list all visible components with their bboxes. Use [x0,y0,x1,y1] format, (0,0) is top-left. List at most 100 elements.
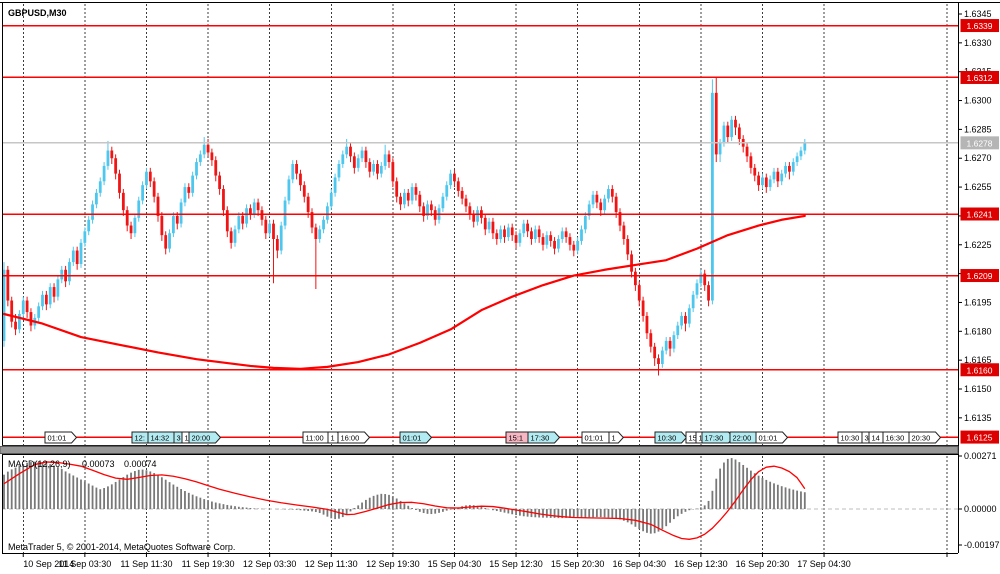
candle-body [399,196,402,205]
event-tag[interactable] [755,431,789,444]
price-tick-label: 1.6150 [964,384,992,394]
event-tag[interactable] [654,431,688,444]
candle-body [364,150,368,163]
candle-body [299,173,302,186]
event-tag[interactable] [337,431,371,444]
time-axis-label: 12 Sep 19:30 [366,559,420,569]
candle-body [310,212,314,228]
candle-body [618,212,622,226]
price-axis[interactable]: 1.63451.63301.63151.63001.62851.62701.62… [958,9,1000,550]
candle-body [587,204,591,216]
event-tag[interactable] [908,431,942,444]
candle-body [645,315,649,334]
ma-line [2,214,806,370]
event-tag-label: 1 [612,434,616,443]
candle-body [537,229,541,238]
time-axis-label: 12 Sep 11:30 [305,559,358,569]
event-tag-label: 11:00 [306,434,324,443]
candle-body [583,215,587,230]
event-tag[interactable] [44,431,78,444]
event-tag-label: 1 [185,434,189,443]
candle-body [341,154,345,164]
event-tag[interactable] [527,431,561,444]
candle-body [98,181,102,193]
candle-body [533,229,537,239]
price-level-badge [960,70,999,84]
candle-body [41,294,44,307]
candle-body [306,196,310,213]
time-axis-label: 16 Sep 04:30 [612,559,666,569]
candle-body [368,162,372,172]
candle-body [680,315,683,326]
candle-body [349,146,352,157]
candle-body [795,156,799,163]
candlestick-series [2,77,807,376]
candle-body [491,221,495,234]
candle-body [637,285,641,301]
event-tag-label: 01:01 [759,434,778,443]
event-tag-label: 12: [135,434,145,443]
price-tick-label: 1.6195 [964,297,992,307]
candle-body [634,271,637,286]
candle-body [372,164,375,172]
event-tag-label: 20:00 [192,434,211,443]
candle-body [302,185,306,197]
candle-body [568,237,572,245]
panel-splitter[interactable] [0,446,959,454]
candle-body [360,150,364,159]
candle-body [403,192,406,205]
time-axis-label: 16 Sep 12:30 [674,559,728,569]
price-tick-label: 1.6225 [964,240,992,250]
candle-body [79,242,83,264]
time-axis-label: 17 Sep 04:30 [797,559,851,569]
price-level-badge-label: 1.6339 [967,21,993,31]
candle-body [198,154,202,163]
candle-body [649,333,653,347]
candle-body [329,192,333,207]
candle-body [172,215,175,234]
candle-body [322,219,325,230]
price-level-badge-label: 1.6160 [967,365,993,375]
candle-body [10,300,14,322]
candle-body [660,350,664,364]
event-tag[interactable] [188,431,222,444]
candle-body [83,231,87,243]
price-level-badge [960,19,999,33]
candle-body [664,340,668,351]
candle-body [110,150,114,159]
candle-body [218,175,221,189]
price-level-badge [960,363,999,377]
candle-body [68,262,71,282]
candle-body [71,250,75,263]
event-tag-label: 16:30 [886,434,905,443]
candle-body [118,173,121,193]
candle-body [772,171,776,180]
candle-body [495,233,499,239]
chart-plot-area[interactable] [3,3,958,445]
candle-body [476,210,479,222]
candle-body [449,173,452,186]
event-tag-strip: 01:0112:14:323120:0011:00116:0001:0115:1… [44,431,942,444]
candle-body [160,215,164,236]
candle-body [560,231,564,239]
event-tag-label: 14 [872,434,880,443]
candle-body [668,340,672,349]
candle-body [95,192,98,205]
candle-body [175,215,179,224]
candle-body [714,92,718,155]
candle-body [376,164,379,174]
candle-body [287,179,291,201]
candle-body [383,154,387,166]
candle-body [764,177,768,188]
macd-plot-area[interactable] [3,455,958,553]
event-tag[interactable] [608,431,624,444]
candle-body [137,200,141,218]
candle-body [622,225,626,239]
event-tag-label: 10:30 [841,434,860,443]
candle-body [522,223,526,234]
candle-body [44,294,48,305]
event-tag[interactable] [399,431,433,444]
time-axis-label: 11 Sep 19:30 [182,559,235,569]
candle-body [472,214,476,222]
